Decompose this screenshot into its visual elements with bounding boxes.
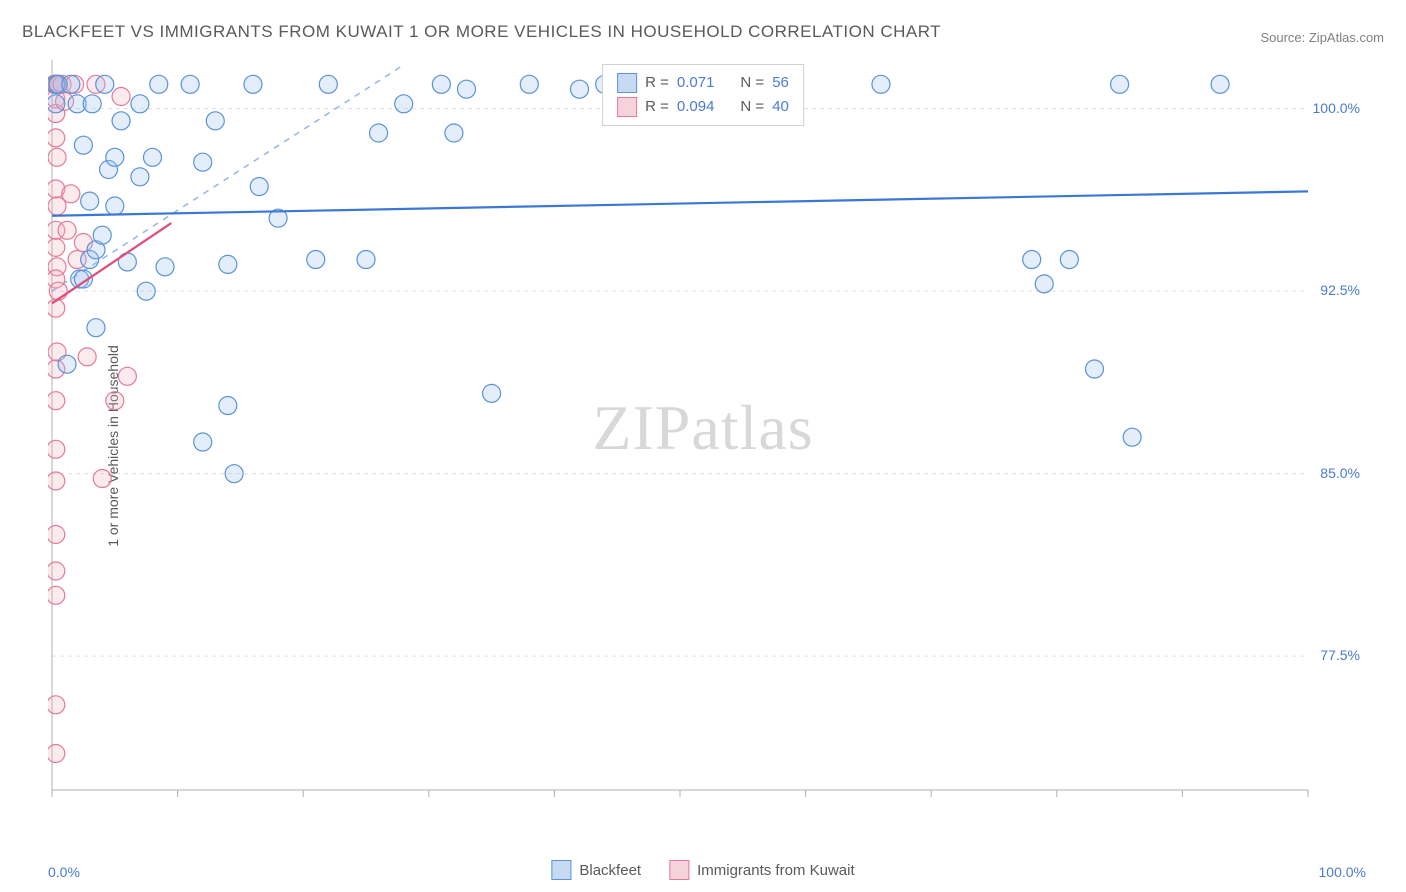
y-tick-label: 85.0% bbox=[1320, 465, 1360, 481]
legend-n-label: N = bbox=[740, 95, 764, 119]
series-legend: Blackfeet Immigrants from Kuwait bbox=[551, 860, 854, 880]
chart-title: BLACKFEET VS IMMIGRANTS FROM KUWAIT 1 OR… bbox=[22, 22, 941, 42]
y-tick-label: 92.5% bbox=[1320, 282, 1360, 298]
legend-label: Blackfeet bbox=[579, 862, 641, 879]
correlation-legend: R = 0.071 N = 56 R = 0.094 N = 40 bbox=[602, 64, 804, 126]
legend-r-label: R = bbox=[645, 95, 669, 119]
y-tick-label: 100.0% bbox=[1313, 100, 1360, 116]
x-axis-end-label: 100.0% bbox=[1319, 864, 1366, 880]
legend-label: Immigrants from Kuwait bbox=[697, 862, 855, 879]
legend-r-value: 0.071 bbox=[677, 71, 715, 95]
legend-row-kuwait: R = 0.094 N = 40 bbox=[617, 95, 789, 119]
x-axis-start-label: 0.0% bbox=[48, 864, 80, 880]
legend-n-value: 56 bbox=[772, 71, 789, 95]
legend-r-value: 0.094 bbox=[677, 95, 715, 119]
legend-r-label: R = bbox=[645, 71, 669, 95]
y-tick-label: 77.5% bbox=[1320, 647, 1360, 663]
legend-swatch-kuwait bbox=[617, 97, 637, 117]
legend-n-label: N = bbox=[740, 71, 764, 95]
legend-n-value: 40 bbox=[772, 95, 789, 119]
scatter-plot-area bbox=[48, 60, 1368, 820]
legend-item-kuwait: Immigrants from Kuwait bbox=[669, 860, 855, 880]
legend-item-blackfeet: Blackfeet bbox=[551, 860, 641, 880]
legend-swatch-kuwait bbox=[669, 860, 689, 880]
legend-swatch-blackfeet bbox=[551, 860, 571, 880]
legend-row-blackfeet: R = 0.071 N = 56 bbox=[617, 71, 789, 95]
legend-swatch-blackfeet bbox=[617, 73, 637, 93]
source-attribution: Source: ZipAtlas.com bbox=[1260, 30, 1384, 45]
